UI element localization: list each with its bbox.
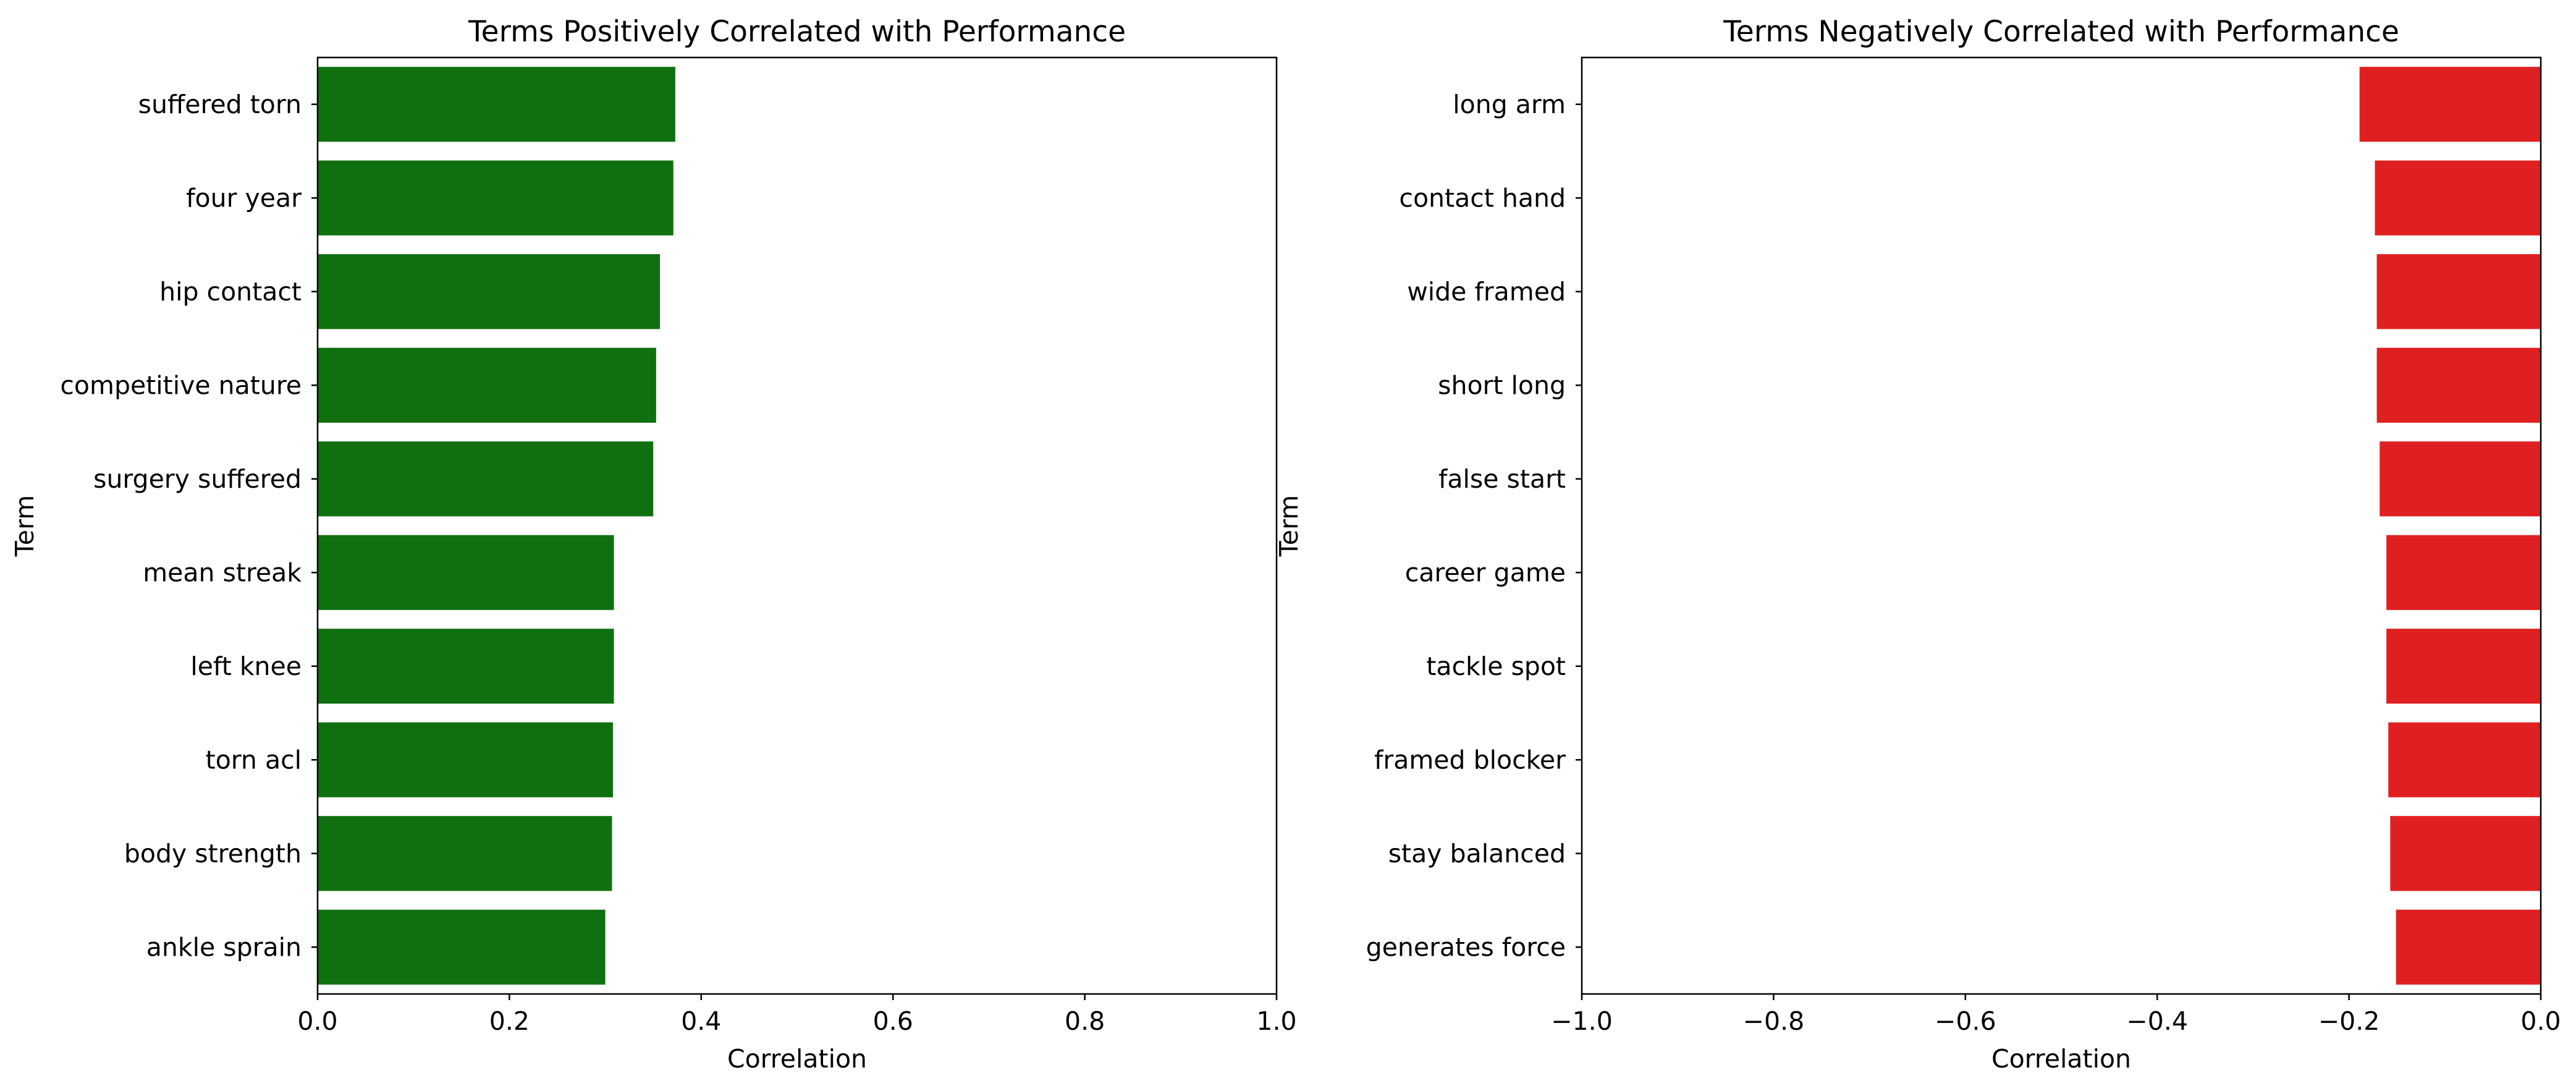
bar-surgery-suffered — [318, 441, 654, 517]
bar-wide-framed — [2376, 254, 2541, 329]
y-tick-label: generates force — [1366, 932, 1566, 962]
x-tick-label: −1.0 — [1551, 1006, 1613, 1036]
y-tick-label: left knee — [190, 652, 302, 681]
bar-ankle-sprain — [318, 909, 606, 985]
y-tick-label: mean streak — [143, 558, 302, 587]
y-tick-label: four year — [186, 183, 302, 213]
x-tick-label: 0.4 — [681, 1006, 721, 1036]
chart-title: Terms Negatively Correlated with Perform… — [1723, 15, 2399, 49]
chart-title: Terms Positively Correlated with Perform… — [468, 15, 1126, 49]
y-tick-label: surgery suffered — [93, 464, 302, 494]
x-tick-label: 0.0 — [2520, 1006, 2561, 1036]
bar-left-knee — [318, 629, 614, 704]
y-tick-label: long arm — [1453, 90, 1566, 119]
x-tick-label: 0.6 — [873, 1006, 913, 1036]
x-tick-label: −0.6 — [1935, 1006, 1996, 1036]
x-tick-label: 0.0 — [297, 1006, 337, 1036]
y-tick-label: contact hand — [1399, 183, 1566, 213]
bar-tackle-spot — [2386, 629, 2541, 704]
bar-torn-acl — [318, 722, 614, 797]
bar-contact-hand — [2375, 160, 2541, 236]
bar-hip-contact — [318, 254, 661, 329]
x-axis-label: Correlation — [727, 1044, 867, 1074]
bar-body-strength — [318, 816, 612, 891]
bar-generates-force — [2396, 909, 2541, 985]
negative-correlation-panel: long arm contact hand wide framed short lon… — [1274, 15, 2561, 1074]
bar-competitive-nature — [318, 347, 656, 423]
y-tick-label: false start — [1438, 464, 1566, 494]
y-tick-label: career game — [1405, 558, 1566, 587]
x-tick-label: 1.0 — [1256, 1006, 1296, 1036]
bar-long-arm — [2359, 67, 2541, 142]
y-tick-label: competitive nature — [60, 370, 302, 400]
x-tick-label: −0.4 — [2126, 1006, 2188, 1036]
bar-framed-blocker — [2388, 722, 2541, 797]
x-tick-label: −0.8 — [1743, 1006, 1805, 1036]
y-axis-label: Term — [1274, 495, 1304, 557]
bar-stay-balanced — [2390, 816, 2541, 891]
bar-four-year — [318, 160, 674, 236]
y-tick-label: stay balanced — [1388, 839, 1566, 868]
x-tick-label: 0.8 — [1065, 1006, 1105, 1036]
y-tick-label: suffered torn — [138, 90, 302, 119]
axes-frame — [316, 56, 1278, 995]
y-tick-label: wide framed — [1407, 277, 1566, 307]
bar-short-long — [2376, 347, 2541, 423]
y-tick-label: short long — [1438, 370, 1566, 400]
bar-mean-streak — [318, 535, 614, 610]
x-tick-label: −0.2 — [2318, 1006, 2380, 1036]
y-tick-label: tackle spot — [1426, 652, 1566, 681]
y-axis-label: Term — [10, 495, 40, 557]
y-tick-label: framed blocker — [1374, 745, 1566, 775]
y-tick-label: body strength — [124, 839, 302, 868]
x-axis-label: Correlation — [1991, 1044, 2131, 1074]
y-tick-label: hip contact — [159, 277, 302, 307]
bar-career-game — [2386, 535, 2541, 610]
x-tick-label: 0.2 — [489, 1006, 530, 1036]
bar-false-start — [2380, 441, 2541, 517]
bar-suffered-torn — [318, 67, 675, 142]
positive-correlation-panel: suffered torn four year hip contact competi… — [10, 15, 1297, 1074]
axes-frame — [1581, 56, 2542, 995]
y-tick-label: torn acl — [206, 745, 302, 775]
y-tick-label: ankle sprain — [146, 932, 302, 962]
